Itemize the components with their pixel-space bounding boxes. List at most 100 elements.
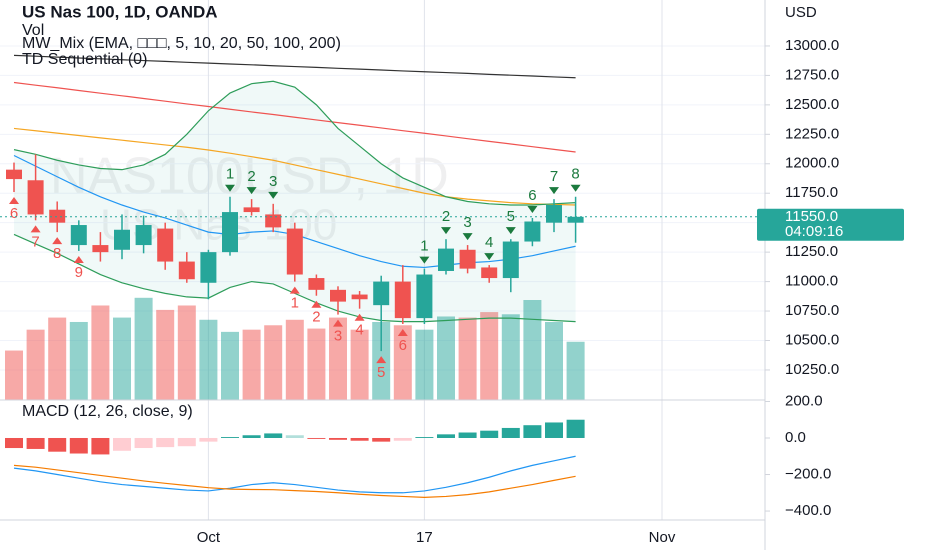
volume-bar [48, 317, 67, 400]
volume-bar [329, 317, 347, 400]
candle-body [243, 207, 260, 213]
td-count: 4 [355, 322, 363, 339]
y-tick-label: 12250.0 [785, 125, 839, 142]
y-tick-label: 12500.0 [785, 96, 839, 113]
macd-histogram-bar [134, 437, 153, 449]
td-count: 8 [53, 245, 61, 262]
td-count: 7 [31, 233, 39, 250]
td-arrow [52, 237, 63, 245]
candle-body [308, 278, 325, 290]
td-count: 1 [226, 166, 234, 183]
td-count: 2 [312, 309, 320, 326]
indicator-line [13, 127, 576, 206]
td-arrow [30, 225, 41, 233]
volume-bar [458, 317, 477, 400]
x-tick-label: Nov [649, 529, 676, 546]
td-count: 1 [291, 295, 299, 312]
td-count: 8 [571, 166, 579, 183]
macd-histogram-bar [264, 433, 283, 438]
price-tag [757, 208, 904, 241]
y-tick-label: 0.0 [785, 429, 806, 446]
candle-body [330, 289, 346, 302]
td-count: 3 [334, 328, 342, 345]
legend: US Nas 100, 1D, OANDA Vol MW_Mix (EMA, □… [22, 2, 341, 420]
volume-bar [221, 331, 239, 400]
macd-histogram-bar [458, 432, 477, 438]
volume-bar [350, 329, 369, 400]
td-arrow [549, 187, 559, 195]
macd-histogram-bar [26, 437, 45, 449]
td-count: 3 [269, 173, 277, 190]
y-tick-label: 12750.0 [785, 66, 839, 83]
watermark-text: NAS100USD, 1D [50, 148, 449, 206]
macd-histogram-bar [91, 437, 110, 455]
volume-bar [69, 321, 88, 400]
y-tick-label: 11000.0 [785, 273, 838, 290]
volume-bar [285, 319, 304, 400]
td-arrow [311, 300, 322, 308]
macd-line [13, 455, 576, 494]
td-arrow [376, 356, 387, 364]
candle-body [481, 267, 498, 279]
band-fill [14, 81, 576, 322]
signal-line [13, 464, 576, 498]
volume-bar [437, 316, 455, 400]
td-arrow [225, 184, 235, 192]
td-arrow [9, 197, 19, 205]
volume-bar [242, 329, 261, 400]
candle-body [92, 245, 109, 253]
candle-body [351, 294, 368, 300]
y-tick-label: 13000.0 [785, 37, 839, 54]
macd-histogram-bar [199, 437, 218, 442]
macd-histogram-bar [221, 437, 239, 438]
x-tick-label: 17 [416, 529, 433, 546]
volume-bar [545, 321, 563, 400]
y-tick-label: −200.0 [785, 465, 831, 482]
macd-label: MACD (12, 26, close, 9) [22, 403, 193, 420]
macd-histogram-bar [156, 437, 175, 448]
volume-bar [566, 341, 585, 400]
td-count: 6 [528, 187, 536, 204]
volume-bar [307, 328, 326, 400]
macd-histogram-bar [350, 437, 369, 441]
countdown: 04:09:16 [785, 223, 843, 240]
y-tick-label: 11250.0 [785, 243, 838, 260]
indicator-label: TD Sequential (0) [22, 51, 147, 68]
macd-histogram-bar [242, 435, 261, 438]
candle-body [27, 180, 44, 215]
macd-histogram-bar [437, 434, 455, 438]
volume-bar [134, 297, 153, 400]
td-count: 6 [399, 337, 407, 354]
td-arrow [527, 205, 538, 213]
candle-body [416, 274, 433, 319]
indicator-line [13, 54, 576, 79]
volume-bar [113, 317, 131, 400]
td-arrow [333, 319, 343, 327]
volume-bar [26, 329, 45, 400]
candle-body [394, 281, 411, 319]
candle-body [200, 252, 217, 283]
macd-histogram-bar [372, 437, 391, 442]
macd-histogram-bar [566, 419, 585, 438]
volume-bar [5, 350, 23, 400]
y-tick-label: 10500.0 [785, 331, 839, 348]
candle-body [373, 281, 390, 306]
candle-body [6, 169, 22, 180]
td-count: 9 [75, 264, 83, 281]
candle-body [49, 209, 66, 223]
candle-body [114, 229, 130, 250]
candle-body [546, 205, 562, 223]
macd-histogram-bar [501, 427, 520, 438]
td-count: 1 [420, 238, 428, 255]
macd-histogram-bar [285, 435, 304, 438]
candle-body [567, 216, 584, 223]
volume-bar [177, 305, 196, 400]
macd-histogram-bar [177, 437, 196, 447]
candle-body [438, 248, 454, 271]
td-arrow [397, 329, 408, 337]
td-count: 6 [10, 205, 18, 222]
td-count: 5 [377, 364, 385, 381]
